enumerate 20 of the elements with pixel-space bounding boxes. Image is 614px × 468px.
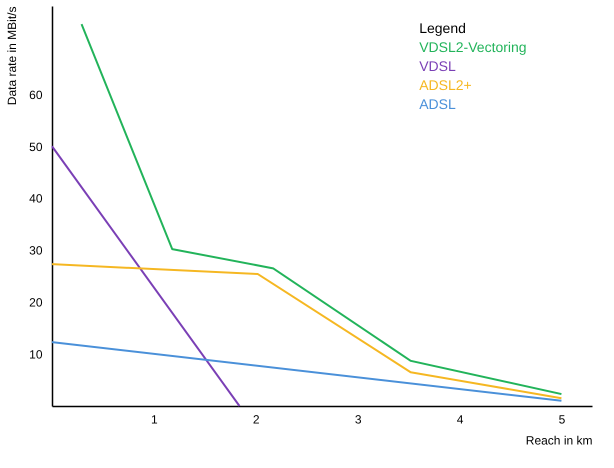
line-series <box>80 23 562 396</box>
line-series <box>51 263 562 400</box>
text: VDSL2-Vectoring <box>419 39 527 55</box>
x-tick-label: 2 <box>252 412 260 426</box>
y-tick-label: 50 <box>29 140 43 154</box>
x-tick-label: 1 <box>151 412 158 426</box>
y-tick-label: 60 <box>29 88 43 102</box>
y-tick-label: 30 <box>29 244 43 258</box>
text: ADSL <box>419 96 456 112</box>
text: VDSL <box>419 58 456 74</box>
y-tick-label: 10 <box>29 348 43 362</box>
text: ADSL2+ <box>419 77 472 93</box>
x-tick-label: 4 <box>456 412 464 426</box>
x-tick-label: 3 <box>354 412 362 426</box>
x-axis-title: Reach in km <box>526 434 592 448</box>
x-tick-label: 5 <box>558 412 566 426</box>
y-tick-label: 20 <box>29 296 43 310</box>
legend-title: Legend <box>419 20 466 36</box>
y-axis-title: Data rate in MBit/s <box>5 6 20 106</box>
y-tick-label: 40 <box>29 192 43 206</box>
